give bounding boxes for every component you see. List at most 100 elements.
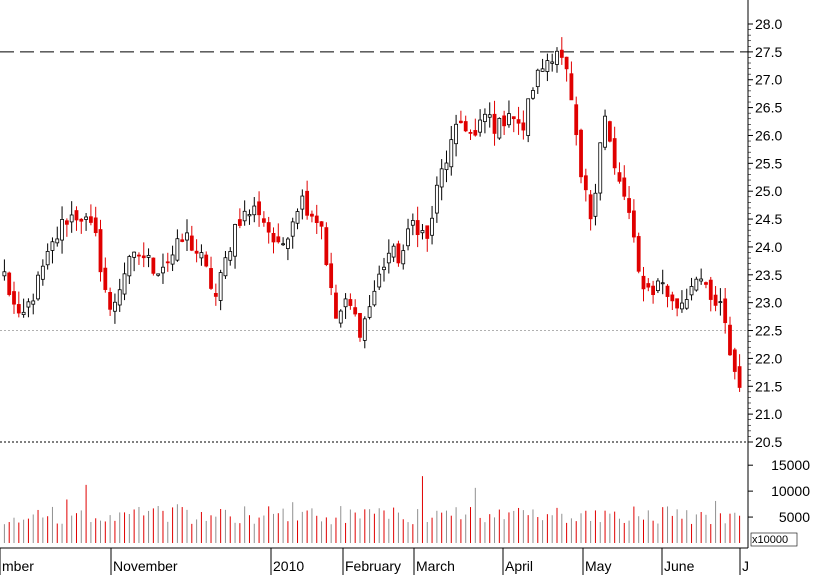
- volume-axis-ticks: 15000 10000 5000: [771, 457, 810, 525]
- candle-body: [540, 68, 545, 72]
- candle-body: [732, 349, 737, 372]
- candle-body: [535, 69, 540, 88]
- candle-body: [574, 104, 579, 136]
- price-tick-label: 26.5: [755, 100, 782, 116]
- candle-body: [449, 139, 454, 168]
- candle-body: [728, 324, 732, 356]
- candle-body: [718, 301, 723, 304]
- candle-body: [209, 268, 213, 289]
- candle-body: [213, 293, 218, 297]
- candle-body: [36, 274, 40, 300]
- price-tick-label: 22.0: [755, 350, 782, 366]
- volume-unit-box: [750, 532, 798, 547]
- candle-body: [386, 252, 391, 264]
- candle-body: [723, 298, 728, 324]
- candle-body: [286, 238, 290, 249]
- candle-body: [127, 256, 132, 277]
- candle-body: [651, 285, 656, 295]
- candle-body: [314, 215, 319, 223]
- candle-body: [122, 273, 127, 295]
- candle-body: [521, 122, 526, 131]
- candle-body: [40, 265, 45, 280]
- candle-body: [415, 220, 420, 236]
- price-tick-label: 27.0: [755, 72, 782, 88]
- candle-body: [434, 184, 439, 214]
- candle-body: [555, 50, 559, 65]
- candle-body: [444, 162, 449, 171]
- candle-body: [141, 255, 146, 259]
- candle-body: [670, 294, 675, 302]
- candle-body: [708, 279, 713, 300]
- candle-body: [338, 310, 343, 324]
- candle-body: [26, 301, 31, 308]
- volume-tick-label: 5000: [779, 509, 810, 525]
- candle-body: [266, 222, 271, 233]
- candle-body: [329, 263, 334, 289]
- candle-body: [103, 267, 108, 290]
- candle-body: [358, 312, 362, 338]
- month-label: 2010: [273, 558, 304, 574]
- candle-body: [531, 90, 535, 99]
- price-tick-label: 27.5: [755, 44, 782, 60]
- candle-body: [300, 195, 305, 210]
- month-label: mber: [2, 558, 34, 574]
- candle-body: [665, 285, 670, 297]
- candle-body: [526, 98, 531, 136]
- volume-tick-label: 10000: [771, 483, 810, 499]
- candle-body: [60, 219, 64, 241]
- candle-body: [281, 243, 286, 246]
- candle-body: [699, 278, 704, 282]
- candle-body: [228, 251, 233, 261]
- price-tick-label: 24.0: [755, 239, 782, 255]
- candle-body: [684, 299, 689, 309]
- candle-body: [305, 190, 310, 216]
- candle-body: [165, 261, 170, 264]
- candle-body: [156, 273, 161, 276]
- candle-body: [324, 227, 329, 265]
- candle-body: [420, 230, 425, 234]
- candle-body: [84, 216, 88, 220]
- candle-body: [93, 217, 98, 234]
- price-tick-label: 25.5: [755, 155, 782, 171]
- candle-body: [319, 221, 324, 227]
- candle-body: [108, 292, 113, 310]
- month-label: February: [345, 558, 401, 574]
- candle-body: [161, 266, 165, 274]
- candle-body: [704, 282, 708, 285]
- candle-body: [406, 228, 410, 247]
- candle-body: [362, 318, 367, 341]
- month-label: March: [416, 558, 455, 574]
- candle-body: [636, 236, 641, 272]
- candle-body: [45, 251, 50, 266]
- candle-body: [425, 225, 430, 239]
- candle-body: [607, 121, 612, 142]
- month-label: J: [742, 558, 749, 574]
- candle-body: [468, 131, 473, 134]
- candle-body: [478, 119, 483, 133]
- candle-body: [310, 213, 314, 217]
- price-tick-label: 24.5: [755, 211, 782, 227]
- candle-body: [660, 282, 665, 285]
- candle-body: [492, 113, 497, 134]
- candle-body: [348, 299, 353, 306]
- price-tick-label: 25.0: [755, 183, 782, 199]
- candle-body: [98, 229, 103, 273]
- candle-body: [588, 194, 593, 220]
- candle-body: [689, 286, 694, 296]
- candle-body: [271, 232, 276, 243]
- price-tick-label: 23.5: [755, 267, 782, 283]
- candle-body: [656, 280, 660, 292]
- reference-lines: [0, 51, 748, 443]
- candle-body: [218, 272, 223, 301]
- candle-body: [343, 298, 348, 308]
- candle-body: [612, 138, 617, 169]
- candle-body: [439, 168, 444, 188]
- candle-body: [646, 283, 651, 288]
- candle-body: [593, 192, 598, 217]
- candle-body: [79, 218, 84, 222]
- candle-body: [631, 210, 636, 238]
- candle-body: [559, 49, 564, 58]
- month-label: April: [505, 558, 533, 574]
- candle-body: [189, 235, 194, 251]
